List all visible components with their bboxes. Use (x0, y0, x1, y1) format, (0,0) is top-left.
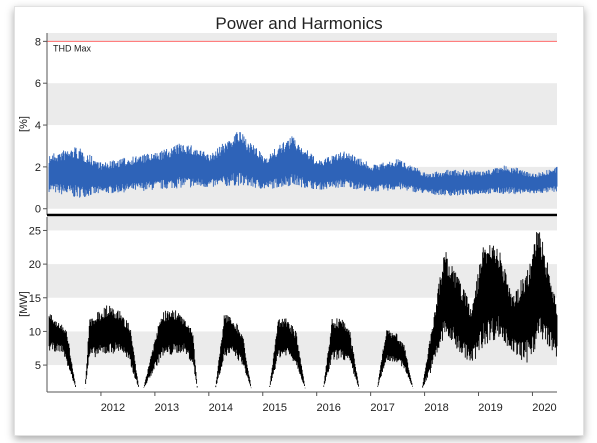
x-tick-label: 2013 (155, 402, 179, 414)
power-y-tick-label: 15 (29, 293, 41, 305)
power-grid-band (47, 264, 557, 298)
thd-panel: THD Max 0 2 4 6 8 [%] (18, 33, 558, 216)
chart-svg: Power and Harmonics THD Max 0 2 4 6 8 [%] 5 1… (18, 14, 558, 414)
power-y-tick-label: 20 (29, 259, 41, 271)
thd-y-tick-label: 4 (35, 120, 41, 132)
thd-series-group (48, 132, 558, 198)
x-axis-ticks: 2012 2013 2014 2015 2016 2017 2018 2019 2020 (100, 392, 557, 414)
x-tick-label: 2014 (209, 402, 233, 414)
power-series-0 (48, 232, 558, 389)
thd-max-label: THD Max (53, 43, 91, 53)
x-tick-label: 2018 (424, 402, 448, 414)
thd-y-ticks: 0 2 4 6 8 (35, 36, 47, 216)
chart-title: Power and Harmonics (215, 14, 382, 33)
x-tick-label: 2019 (478, 402, 502, 414)
x-tick-label: 2020 (532, 402, 556, 414)
thd-y-tick-label: 2 (35, 162, 41, 174)
power-y-axis-label: [MW] (18, 291, 30, 317)
power-grid-band (47, 217, 557, 231)
thd-series-0 (48, 132, 558, 198)
thd-y-tick-label: 0 (35, 204, 41, 216)
thd-grid-band (47, 83, 557, 126)
x-tick-label: 2016 (316, 402, 340, 414)
power-y-tick-label: 5 (35, 360, 41, 372)
x-tick-label: 2017 (370, 402, 394, 414)
x-tick-label: 2015 (263, 402, 287, 414)
x-tick-label: 2012 (101, 402, 125, 414)
power-y-ticks: 5 10 15 20 25 (29, 225, 47, 372)
thd-y-tick-label: 6 (35, 78, 41, 90)
power-y-tick-label: 10 (29, 326, 41, 338)
thd-grid-band (47, 33, 557, 42)
power-y-tick-label: 25 (29, 225, 41, 237)
thd-y-axis-label: [%] (18, 116, 30, 132)
thd-y-tick-label: 8 (35, 36, 41, 48)
power-series-group (48, 232, 558, 389)
chart-window: Power and Harmonics THD Max 0 2 4 6 8 [%] 5 1… (14, 6, 584, 436)
